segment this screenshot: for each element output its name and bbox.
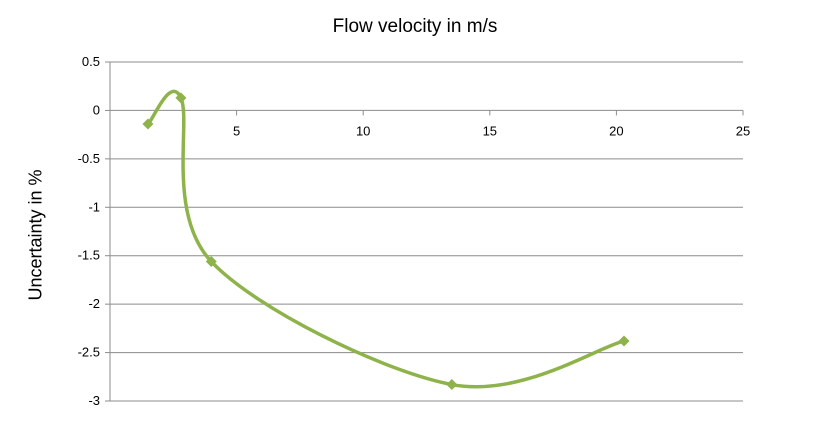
x-tick-label: 15 [483, 123, 497, 138]
x-tick-label: 25 [736, 123, 750, 138]
data-point-marker [205, 256, 217, 268]
gridlines [110, 61, 743, 402]
y-tick-label: -0.5 [78, 151, 100, 166]
x-tick-label: 5 [233, 123, 240, 138]
y-tick-label: -2.5 [78, 345, 100, 360]
axes [105, 61, 744, 402]
y-tick-label: 0 [93, 102, 100, 117]
data-point-marker [142, 118, 154, 130]
data-point-marker [175, 92, 187, 104]
y-tick-label: -3 [88, 393, 100, 408]
y-tick-label: -2 [88, 296, 100, 311]
tick-labels: 0.5 0 -0.5 -1 -1.5 -2 -2.5 -3 5 10 15 20 25 [78, 54, 751, 408]
series [142, 89, 630, 391]
y-tick-label: -1.5 [78, 248, 100, 263]
y-tick-label: 0.5 [82, 54, 100, 69]
x-tick-label: 20 [609, 123, 623, 138]
data-point-marker [618, 335, 630, 347]
y-tick-label: -1 [88, 199, 100, 214]
series-line [146, 89, 625, 389]
x-tick-label: 10 [356, 123, 370, 138]
chart-title: Flow velocity in m/s [332, 16, 498, 37]
data-point-marker [446, 379, 458, 391]
